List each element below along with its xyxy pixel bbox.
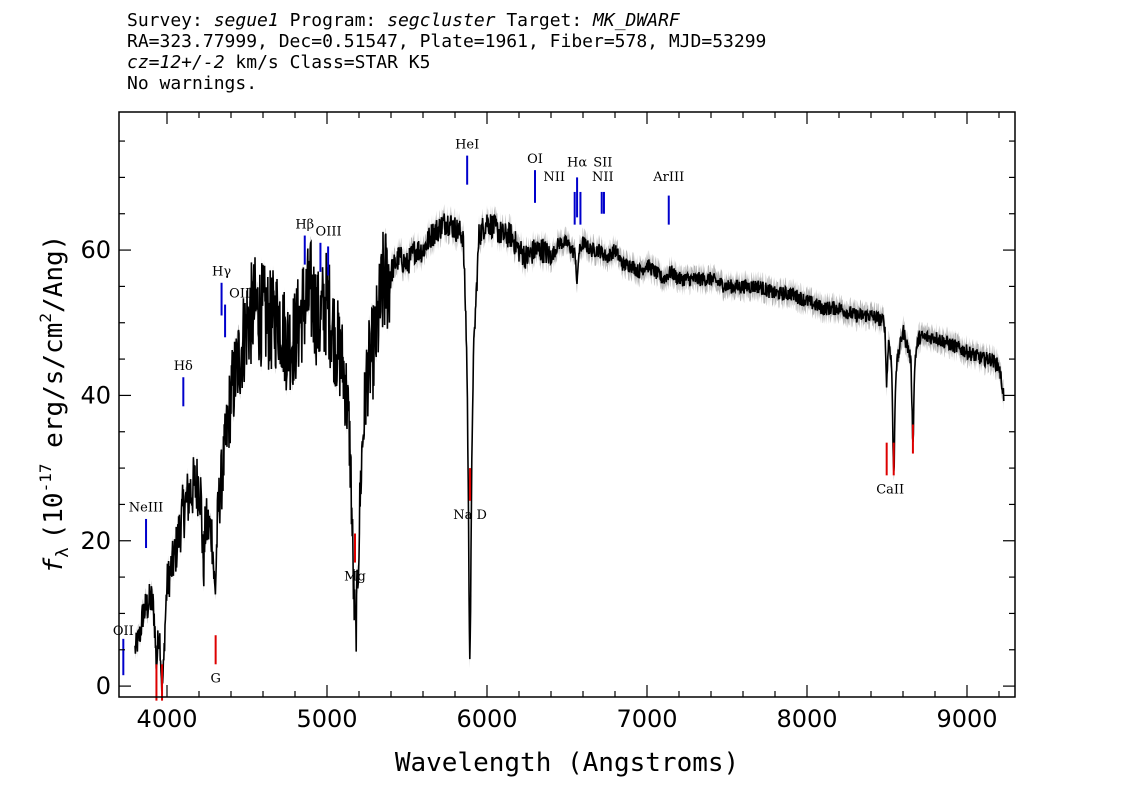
flux-line — [134, 213, 1005, 692]
x-tick-label: 4000 — [136, 705, 197, 733]
y-axis-title-part-a: (10 — [39, 492, 69, 539]
target-label: Target: — [506, 10, 583, 31]
redshift-value: cz=12+/-2 — [127, 52, 225, 73]
axis-ticks: 4000 5000 6000 7000 8000 9000 0 20 40 60 — [80, 112, 1015, 733]
header-line-survey: Survey: segue1 Program: segcluster Targe… — [127, 10, 766, 31]
x-tick-label: 6000 — [456, 705, 517, 733]
spectral-line-label: Hα — [567, 156, 587, 171]
y-axis-title-part-b: erg/s/cm — [39, 323, 69, 464]
spectral-line-label: Na D — [453, 508, 487, 523]
y-axis-title-f: f — [39, 557, 69, 573]
y-tick-label: 0 — [96, 672, 111, 700]
y-axis-title-exponent: -17 — [36, 464, 55, 493]
redshift-unit: km/s — [235, 52, 279, 73]
x-tick-label: 7000 — [616, 705, 677, 733]
header-line-warnings: No warnings. — [127, 73, 258, 94]
survey-label: Survey: — [127, 10, 203, 31]
spectral-line-label: OIII — [316, 225, 342, 240]
object-class: Class=STAR K5 — [289, 52, 431, 73]
spectral-line-label: NII — [543, 170, 565, 185]
y-axis-title-part-c: /Ang) — [39, 235, 69, 313]
target-value: MK_DWARF — [593, 10, 680, 31]
program-label: Program: — [289, 10, 377, 31]
spectral-line-label: NeIII — [129, 501, 163, 516]
header-line-coordinates: RA=323.77999, Dec=0.51547, Plate=1961, F… — [127, 31, 767, 52]
spectral-line-label: NII — [592, 170, 614, 185]
spectral-line-label: ArIII — [652, 170, 684, 185]
x-tick-label: 8000 — [776, 705, 837, 733]
program-value: segcluster — [387, 10, 496, 31]
y-tick-label: 20 — [80, 527, 111, 555]
spectral-line-label: OI — [527, 152, 543, 167]
y-axis-title-exponent-2: 2 — [36, 313, 55, 323]
spectral-line-label: Hβ — [295, 217, 314, 232]
spectral-line-label: Hδ — [174, 359, 193, 374]
y-tick-label: 40 — [80, 381, 111, 409]
header-line-redshift: cz=12+/-2 km/s Class=STAR K5 — [127, 52, 766, 73]
spectral-line-label: OII — [113, 624, 134, 639]
x-tick-label: 9000 — [936, 705, 997, 733]
plot-frame — [118, 111, 1016, 698]
flux-plot-area — [134, 204, 1005, 697]
x-axis-title: Wavelength (Angstroms) — [395, 748, 739, 778]
y-tick-label: 60 — [80, 236, 111, 264]
spectral-line-label: HeI — [455, 137, 479, 152]
y-axis-title: fλ (10-17 erg/s/cm2/Ang) — [36, 235, 73, 574]
spectral-line-label: Hγ — [212, 265, 231, 280]
x-tick-label: 5000 — [296, 705, 357, 733]
spectral-line-label: CaII — [876, 483, 904, 498]
spectral-line-label: G — [210, 671, 220, 686]
spectral-line-label: Mg — [344, 570, 366, 585]
spectral-line-label: SII — [593, 156, 612, 171]
y-axis-title-lambda: λ — [53, 547, 73, 557]
spectrum-header: Survey: segue1 Program: segcluster Targe… — [127, 10, 766, 94]
spectral-line-label: OIII — [229, 286, 255, 301]
survey-value: segue1 — [213, 10, 279, 31]
